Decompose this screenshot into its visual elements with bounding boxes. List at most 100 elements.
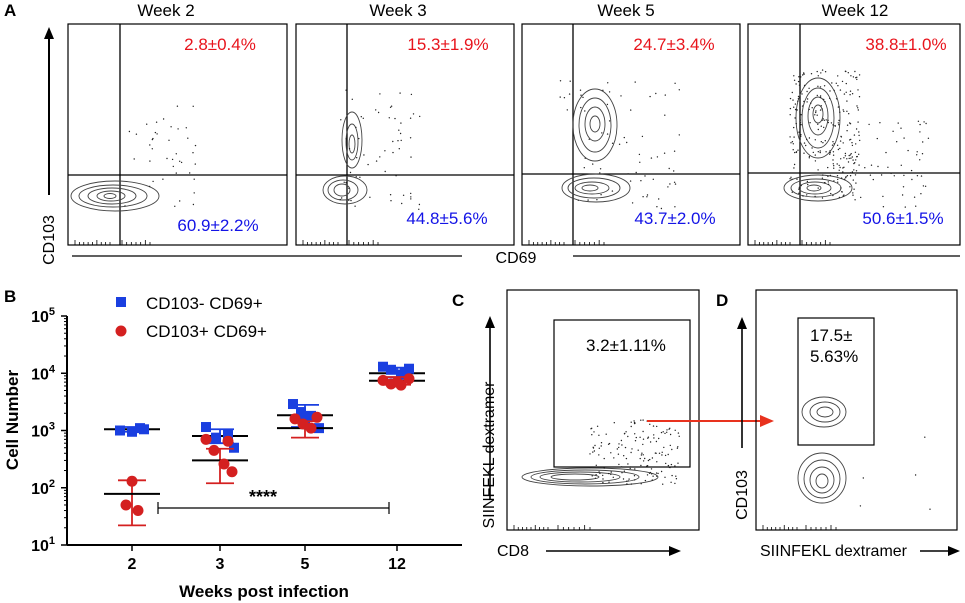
- event-dot: [401, 202, 403, 205]
- panel-d-x-axis-label: SIINFEKL dextramer: [760, 543, 908, 560]
- event-dot: [817, 85, 819, 88]
- panel-a-x-axis-label: CD69: [496, 250, 537, 267]
- event-dot: [792, 149, 794, 151]
- event-dot: [856, 105, 858, 107]
- event-dot: [840, 136, 843, 138]
- event-dot: [821, 197, 824, 199]
- event-dot: [849, 154, 852, 156]
- event-dot: [820, 141, 822, 143]
- event-dot: [838, 124, 840, 126]
- event-dot: [655, 92, 657, 95]
- panel-c-gate-percent: 3.2±1.11%: [586, 336, 666, 355]
- event-dot: [819, 109, 822, 111]
- event-dot: [661, 451, 663, 453]
- event-dot: [193, 192, 195, 194]
- event-dot: [817, 151, 819, 153]
- event-dot: [845, 176, 847, 178]
- week3-frame: [295, 23, 515, 246]
- event-dot: [170, 126, 172, 128]
- event-dot: [389, 194, 392, 196]
- event-dot: [600, 194, 602, 196]
- week12-contours: [783, 77, 853, 202]
- event-dot: [832, 151, 835, 153]
- event-dot: [647, 437, 649, 439]
- event-dot: [859, 139, 861, 142]
- event-dot: [656, 156, 659, 158]
- event-dot: [559, 96, 561, 98]
- event-dot: [177, 128, 179, 130]
- week2-upper-percent: 2.8±0.4%: [184, 35, 256, 54]
- event-dot: [634, 433, 636, 435]
- event-dot: [608, 472, 610, 475]
- event-dot: [816, 114, 818, 116]
- week2-frame: [67, 23, 288, 246]
- event-dot: [797, 149, 799, 151]
- event-dot: [598, 447, 600, 449]
- event-dot: [663, 152, 666, 154]
- event-dot: [377, 111, 380, 114]
- event-dot: [805, 144, 807, 147]
- event-dot: [849, 90, 852, 92]
- event-dot: [340, 119, 342, 121]
- event-dot: [903, 137, 905, 139]
- event-dot: [798, 188, 800, 190]
- event-dot: [790, 142, 792, 144]
- event-dot: [175, 172, 177, 174]
- event-dot: [800, 114, 802, 116]
- event-dot: [827, 183, 830, 185]
- event-dot: [379, 93, 381, 95]
- event-dot: [846, 110, 848, 113]
- event-dot: [608, 481, 610, 483]
- event-dot: [644, 175, 646, 177]
- week12-title: Week 12: [822, 1, 889, 20]
- event-dot: [841, 80, 844, 83]
- event-dot: [673, 170, 675, 172]
- event-dot: [852, 179, 854, 181]
- x-tick-label: 12: [388, 556, 406, 573]
- event-dot: [595, 474, 597, 476]
- event-dot: [876, 137, 878, 140]
- event-dot: [634, 479, 636, 481]
- event-dot: [845, 91, 847, 94]
- panel-c-x-axis-label: CD8: [497, 543, 529, 560]
- event-dot: [658, 437, 660, 440]
- event-dot: [410, 156, 412, 158]
- event-dot: [594, 477, 597, 479]
- event-dot: [798, 131, 800, 133]
- event-dot: [666, 429, 668, 431]
- point-cd103neg: [400, 367, 410, 378]
- event-dot: [910, 169, 913, 172]
- panel-b-x-axis-label: Weeks post infection: [179, 582, 349, 601]
- event-dot: [838, 164, 840, 167]
- event-dot: [840, 187, 842, 189]
- event-dot: [566, 109, 568, 111]
- event-dot: [852, 159, 854, 161]
- event-dot: [827, 175, 829, 178]
- event-dot: [665, 462, 667, 465]
- event-dot: [838, 106, 840, 108]
- event-dot: [823, 98, 825, 101]
- event-dot: [678, 89, 680, 91]
- event-dot: [851, 93, 854, 95]
- event-dot: [620, 95, 622, 97]
- event-dot: [917, 120, 920, 123]
- event-dot: [133, 158, 135, 160]
- event-dot: [667, 453, 669, 456]
- event-dot: [794, 151, 796, 154]
- event-dot: [633, 475, 636, 477]
- event-dot: [630, 421, 632, 423]
- event-dot: [192, 105, 194, 108]
- event-dot: [822, 174, 824, 176]
- event-dot: [390, 200, 392, 202]
- event-dot: [837, 181, 839, 183]
- event-dot: [832, 154, 835, 156]
- event-dot: [808, 155, 811, 158]
- event-dot: [629, 467, 631, 470]
- event-dot: [608, 120, 611, 122]
- event-dot: [610, 452, 612, 454]
- event-dot: [812, 151, 814, 154]
- event-dot: [824, 101, 826, 103]
- event-dot: [837, 148, 840, 151]
- event-dot: [620, 439, 623, 442]
- event-dot: [839, 111, 841, 113]
